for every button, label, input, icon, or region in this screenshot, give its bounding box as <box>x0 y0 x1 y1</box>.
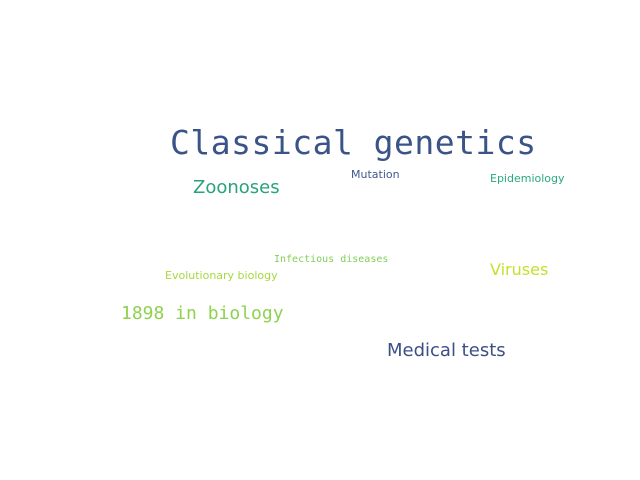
word-zoonoses: Zoonoses <box>193 177 280 198</box>
word-1898-in-biology: 1898 in biology <box>121 303 284 324</box>
word-infectious-diseases: Infectious diseases <box>274 254 389 265</box>
word-classical-genetics: Classical genetics <box>170 123 537 162</box>
word-epidemiology: Epidemiology <box>490 172 565 185</box>
word-viruses: Viruses <box>490 260 549 279</box>
word-evolutionary-biology: Evolutionary biology <box>165 269 278 282</box>
word-medical-tests: Medical tests <box>387 340 506 361</box>
word-mutation: Mutation <box>351 168 400 181</box>
